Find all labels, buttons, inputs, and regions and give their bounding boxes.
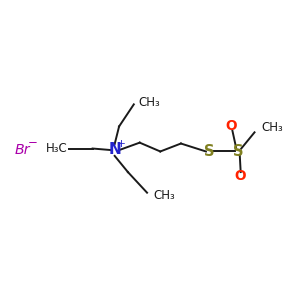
Text: H₃C: H₃C <box>46 142 68 155</box>
Text: O: O <box>225 119 237 134</box>
Text: S: S <box>233 144 244 159</box>
Text: +: + <box>117 139 126 148</box>
Text: CH₃: CH₃ <box>138 96 160 110</box>
Text: CH₃: CH₃ <box>261 122 283 134</box>
Text: S: S <box>204 144 214 159</box>
Text: N: N <box>108 142 121 158</box>
Text: O: O <box>234 169 246 184</box>
Text: CH₃: CH₃ <box>153 189 175 202</box>
Text: −: − <box>28 136 38 149</box>
Text: Br: Br <box>14 143 30 157</box>
